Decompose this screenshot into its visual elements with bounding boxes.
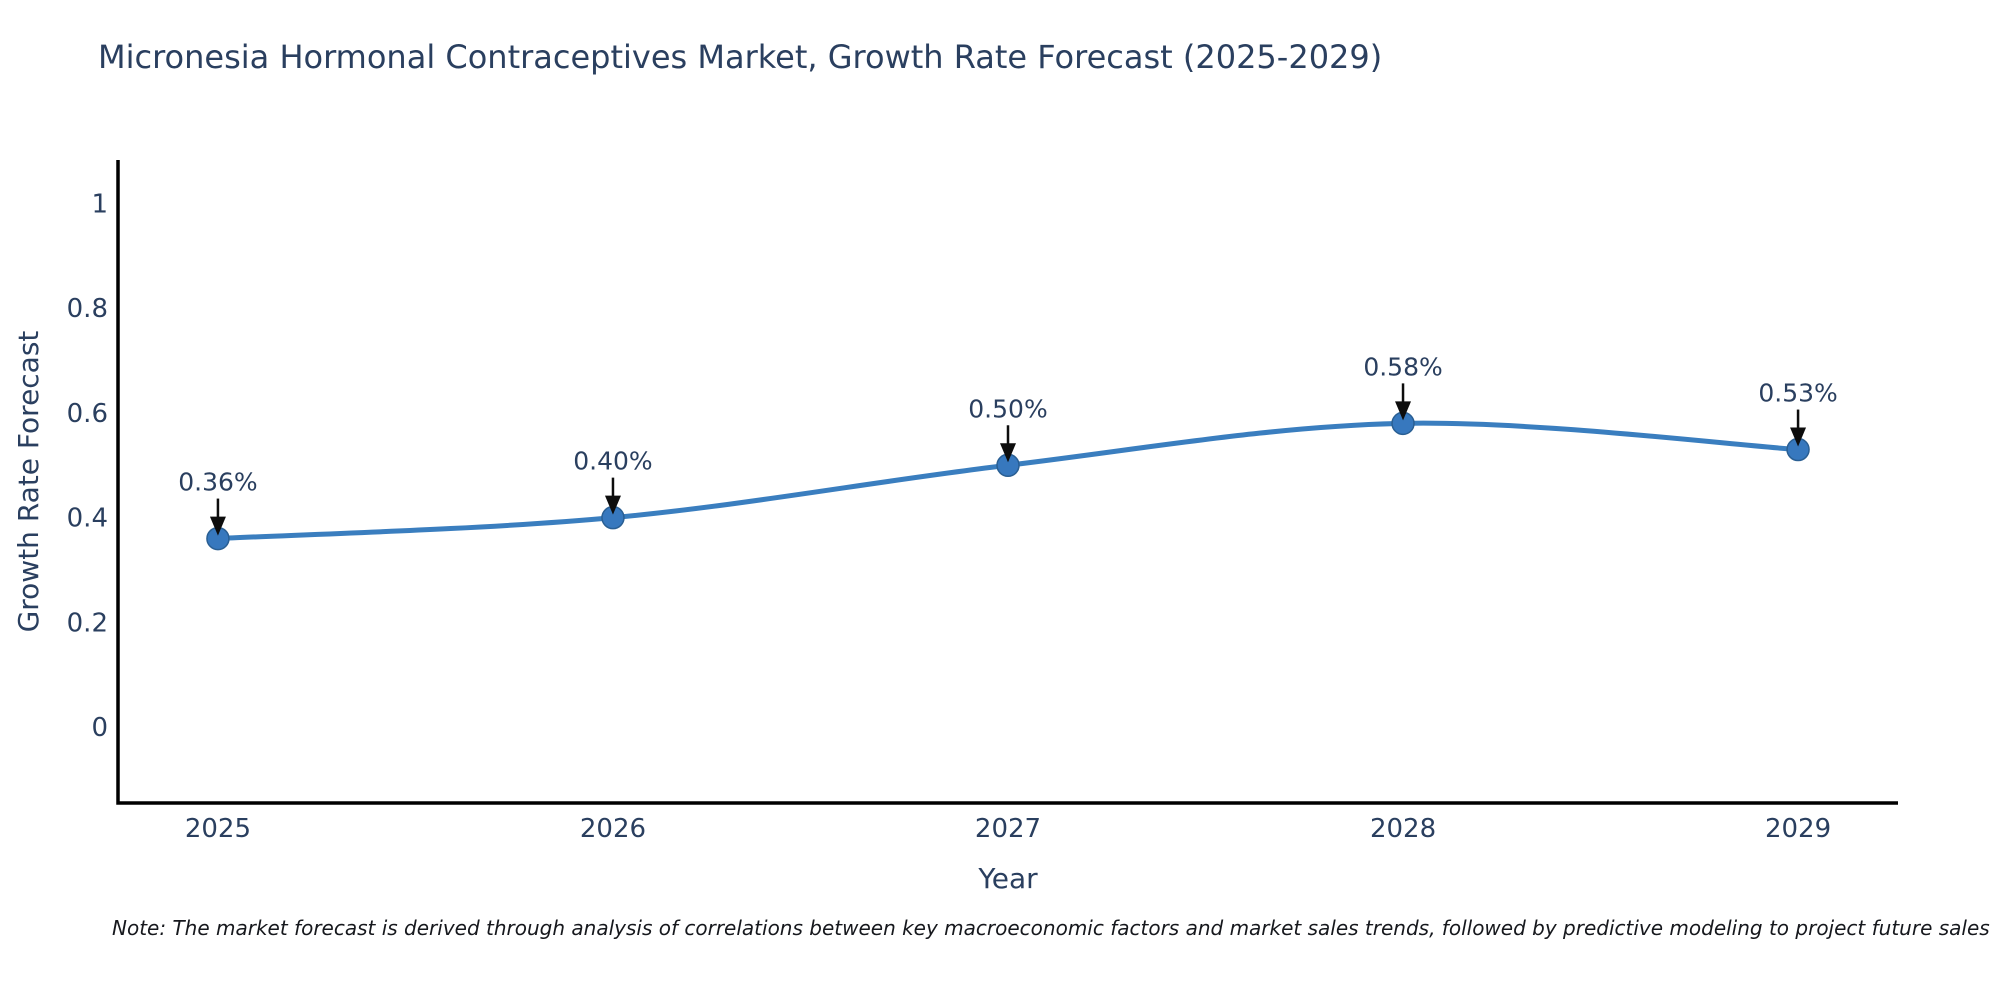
- annotation-arrowhead: [1395, 401, 1412, 421]
- chart-title: Micronesia Hormonal Contraceptives Marke…: [98, 38, 1383, 76]
- annotation-arrowhead: [1790, 427, 1807, 447]
- y-tick-label: 1: [91, 189, 108, 219]
- annotation-label: 0.58%: [1363, 352, 1442, 381]
- annotation-label: 0.40%: [573, 447, 652, 476]
- footnote: Note: The market forecast is derived thr…: [112, 916, 1990, 940]
- annotation-arrowhead: [604, 495, 621, 515]
- x-tick-label: 2029: [1765, 814, 1831, 844]
- y-tick-label: 0.2: [67, 608, 108, 638]
- annotation-arrowhead: [1000, 443, 1016, 463]
- annotation-label: 0.36%: [178, 468, 257, 497]
- x-tick-label: 2027: [975, 814, 1041, 844]
- annotation-arrowhead: [209, 516, 226, 536]
- y-tick-label: 0.8: [67, 294, 108, 324]
- x-axis-title: Year: [977, 862, 1038, 895]
- x-tick-label: 2028: [1370, 814, 1436, 844]
- y-tick-label: 0: [91, 713, 108, 743]
- y-tick-label: 0.6: [67, 399, 108, 429]
- axis-lines: [116, 160, 1898, 805]
- y-axis-title: Growth Rate Forecast: [12, 331, 45, 633]
- y-tick-label: 0.4: [67, 504, 108, 534]
- annotation-label: 0.50%: [968, 394, 1047, 423]
- x-tick-label: 2026: [580, 814, 646, 844]
- x-tick-label: 2025: [185, 814, 251, 844]
- annotation-label: 0.53%: [1758, 379, 1837, 408]
